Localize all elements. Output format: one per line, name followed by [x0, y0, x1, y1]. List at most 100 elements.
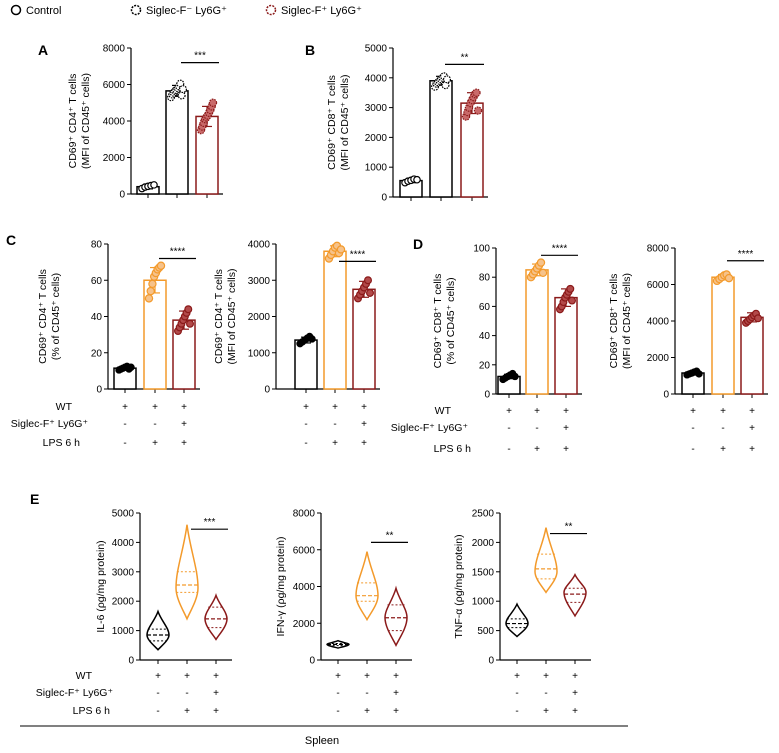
y-tick-label: 5000: [365, 44, 388, 55]
y-tick-label: 1000: [112, 626, 135, 637]
row-label-wt: WT: [435, 405, 452, 417]
condition-sign: +: [184, 706, 190, 717]
y-tick-label: 4000: [293, 582, 316, 593]
legend-item-siglec-neg: Siglec-F⁻ Ly6G⁺: [130, 4, 227, 17]
condition-sign: +: [152, 438, 158, 449]
conditions-c: WT Siglec-F⁺ Ly6G⁺ LPS 6 h: [11, 401, 89, 449]
condition-sign: -: [336, 688, 339, 699]
y-tick-label: 0: [488, 656, 494, 667]
significance-label: ****: [738, 249, 754, 260]
row-label-wt: WT: [56, 401, 73, 413]
significance-label: **: [386, 530, 394, 541]
y-tick-label: 100: [473, 244, 490, 255]
condition-sign: -: [535, 423, 538, 434]
data-point: [127, 363, 135, 371]
y-tick-label: 60: [479, 302, 491, 313]
condition-sign: +: [543, 671, 549, 682]
condition-sign: +: [361, 402, 367, 413]
condition-sign: +: [213, 706, 219, 717]
spleen-label: Spleen: [305, 735, 339, 747]
condition-sign: +: [720, 444, 726, 455]
data-point: [364, 276, 373, 285]
data-point: [695, 370, 703, 378]
chart-panel-e-tnfa: 0 500 1000 1500 2000 2500 TNF-α (ρg/mg protein…: [453, 509, 591, 717]
significance-label: **: [565, 522, 573, 533]
condition-sign: -: [185, 688, 188, 699]
condition-sign: -: [691, 423, 694, 434]
condition-sign: +: [393, 671, 399, 682]
significance-label: ****: [170, 247, 186, 258]
y-tick-label: 60: [91, 276, 103, 287]
legend-marker-siglec-pos: [265, 4, 277, 16]
y-tick-label: 3000: [112, 567, 135, 578]
y-tick-label: 2000: [293, 619, 316, 630]
panel-letter-d: D: [413, 236, 423, 252]
condition-sign: +: [184, 671, 190, 682]
y-axis-label: TNF-α (ρg/mg protein): [453, 534, 465, 638]
y-tick-label: 0: [663, 390, 669, 401]
condition-sign: -: [515, 706, 518, 717]
row-label-lps: LPS 6 h: [434, 443, 472, 455]
condition-sign: +: [749, 406, 755, 417]
condition-sign: -: [156, 688, 159, 699]
y-tick-label: 1000: [365, 163, 388, 174]
legend-label-control: Control: [26, 5, 61, 17]
y-tick-label: 20: [479, 360, 491, 371]
bar: [740, 316, 764, 395]
condition-sign: +: [749, 423, 755, 434]
data-point: [177, 91, 186, 100]
condition-sign: +: [563, 423, 569, 434]
condition-sign: +: [534, 444, 540, 455]
bar: [711, 276, 735, 395]
condition-sign: +: [213, 671, 219, 682]
legend-marker-siglec-neg: [130, 4, 142, 16]
legend-label-siglec-neg: Siglec-F⁻ Ly6G⁺: [146, 5, 227, 17]
violin: [563, 572, 587, 618]
condition-sign: +: [332, 438, 338, 449]
data-point: [150, 181, 158, 189]
condition-sign: +: [303, 402, 309, 413]
y-tick-label: 20: [91, 348, 103, 359]
y-tick-label: 0: [264, 385, 270, 396]
y-tick-label: 8000: [103, 44, 126, 55]
condition-sign: +: [181, 419, 187, 430]
data-point: [536, 258, 546, 267]
conditions-d: WT Siglec-F⁺ Ly6G⁺ LPS 6 h: [391, 405, 471, 455]
y-tick-label: 2000: [472, 538, 495, 549]
condition-sign: +: [720, 406, 726, 417]
chart-panel-c-mfi: 0 1000 2000 3000 4000 CD69⁺ CD4⁺ T cells (MFI …: [213, 240, 380, 449]
y-axis-label: CD69⁺ CD4⁺ T cells: [213, 269, 225, 364]
condition-sign: +: [361, 438, 367, 449]
condition-sign: -: [333, 419, 336, 430]
data-point: [184, 305, 193, 314]
y-tick-label: 8000: [647, 244, 670, 255]
condition-sign: +: [364, 671, 370, 682]
condition-sign: -: [721, 423, 724, 434]
data-point: [144, 294, 154, 303]
condition-sign: +: [364, 706, 370, 717]
y-axis-label: (MFI of CD45⁺ cells): [226, 269, 238, 365]
data-point: [148, 279, 157, 289]
violin: [505, 602, 529, 638]
y-tick-label: 4000: [103, 117, 126, 128]
row-label-wt: WT: [76, 670, 93, 682]
panel-letter-a: A: [38, 42, 48, 58]
condition-sign: +: [155, 671, 161, 682]
condition-sign: +: [563, 406, 569, 417]
chart-panel-a: 0 2000 4000 6000 8000 CD69⁺ CD4⁺ T cells (MFI …: [67, 44, 223, 201]
chart-panel-b: 0 1000 2000 3000 4000 5000 CD69⁺ CD8⁺ T cells(…: [326, 44, 488, 204]
y-tick-label: 80: [91, 240, 103, 251]
y-axis-label: (MFI of CD45⁺ cells): [621, 273, 633, 369]
condition-sign: +: [152, 402, 158, 413]
data-point: [443, 75, 452, 84]
data-point: [753, 314, 762, 323]
y-tick-label: 2000: [647, 353, 670, 364]
condition-sign: -: [365, 688, 368, 699]
chart-panel-e-il6: 0 1000 2000 3000 4000 5000 IL-6 (ρg/mg protein…: [95, 509, 232, 717]
panel-letter-c: C: [6, 232, 16, 248]
y-tick-label: 6000: [647, 280, 670, 291]
data-point: [473, 106, 483, 115]
condition-sign: +: [572, 671, 578, 682]
violin: [384, 585, 408, 648]
